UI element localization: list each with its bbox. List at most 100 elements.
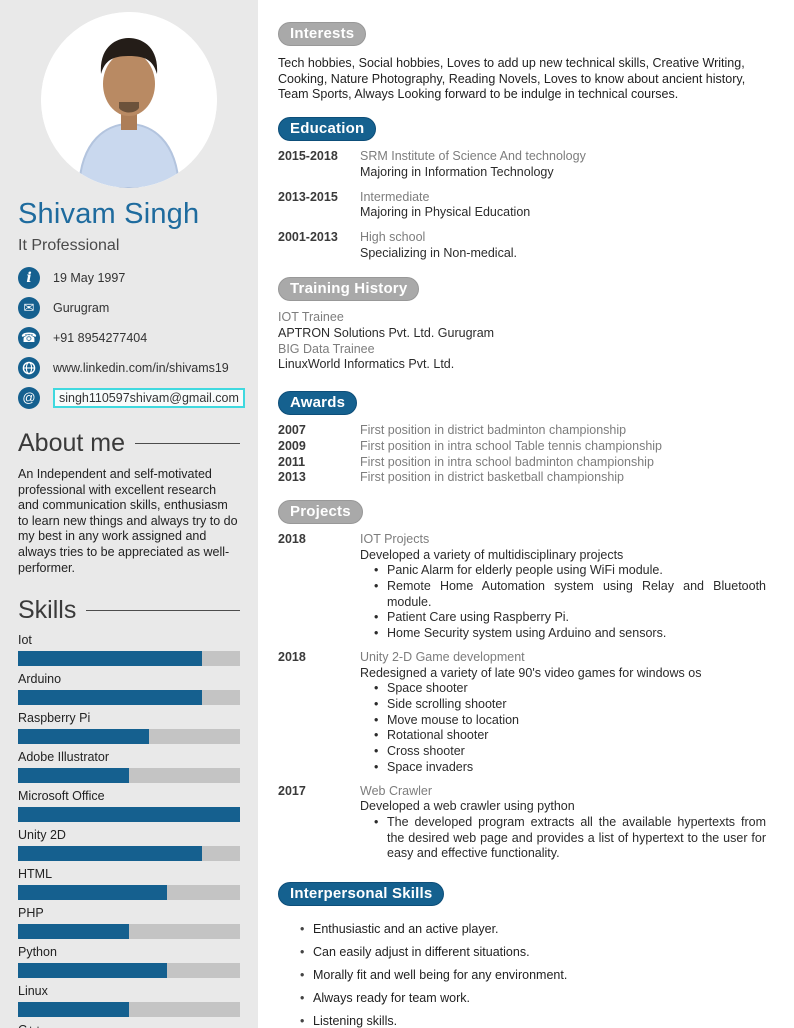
section-awards: Awards 2007 First position in district b… — [278, 391, 766, 486]
contact-birthdate: i 19 May 1997 — [18, 267, 240, 289]
education-school: SRM Institute of Science And technology — [360, 149, 586, 164]
training-role: BIG Data Trainee — [278, 341, 375, 356]
skill-php: PHP — [18, 906, 240, 940]
phone-icon: ☎ — [18, 327, 40, 349]
skill-python: Python — [18, 945, 240, 979]
skill-bar-fill — [18, 963, 167, 979]
interpersonal-item: Can easily adjust in different situation… — [300, 945, 766, 959]
education-major: Majoring in Physical Education — [360, 205, 531, 220]
skill-label: Adobe Illustrator — [18, 750, 110, 765]
interpersonal-item: Enthusiastic and an active player. — [300, 922, 766, 936]
education-detail: High school Specializing in Non-medical. — [360, 230, 766, 261]
skills-heading: Skills — [18, 596, 240, 625]
contact-list: i 19 May 1997 ✉ Gurugram ☎ +91 895427740… — [18, 267, 245, 409]
project-bullet: Remote Home Automation system using Rela… — [374, 579, 766, 610]
project-bullet: Patient Care using Raspberry Pi. — [374, 610, 766, 626]
person-title: It Professional — [18, 237, 120, 254]
project-title: Web Crawler — [360, 783, 433, 798]
project-subtitle: Developed a variety of multidisciplinary… — [360, 547, 624, 562]
award-text: First position in intra school Table ten… — [360, 438, 663, 453]
skill-bar — [18, 651, 240, 667]
awards-list: 2007 First position in district badminto… — [278, 423, 766, 486]
skill-bar — [18, 963, 240, 979]
section-interests: Interests Tech hobbies, Social hobbies, … — [278, 22, 766, 103]
skill-iot: Iot — [18, 633, 240, 667]
main-content: Interests Tech hobbies, Social hobbies, … — [258, 0, 794, 1028]
globe-icon — [18, 357, 40, 379]
section-projects: Projects 2018 IOT Projects Developed a v… — [278, 499, 766, 863]
profile-photo — [41, 12, 217, 188]
award-year: 2007 — [278, 423, 306, 438]
education-school: High school — [360, 229, 426, 244]
award-year: 2009 — [278, 438, 306, 453]
project-bullet: Rotational shooter — [374, 728, 766, 744]
project-detail: Web Crawler Developed a web crawler usin… — [360, 784, 766, 863]
mail-icon: ✉ — [18, 297, 40, 319]
education-list: 2015-2018 SRM Institute of Science And t… — [278, 149, 766, 261]
profile-photo-illustration — [41, 12, 217, 188]
section-education: Education 2015-2018 SRM Institute of Sci… — [278, 117, 766, 261]
education-entry: 2001-2013 High school Specializing in No… — [278, 230, 766, 261]
skill-adobe-illustrator: Adobe Illustrator — [18, 750, 240, 784]
about-heading: About me — [18, 429, 240, 458]
contact-phone-value: +91 8954277404 — [53, 331, 148, 345]
skill-bar-fill — [18, 807, 240, 823]
project-bullet: Home Security system using Arduino and s… — [374, 626, 766, 642]
award-entry: 2013 First position in district basketba… — [278, 470, 766, 486]
skill-bar-fill — [18, 690, 203, 706]
skill-cpp: C++ — [18, 1023, 240, 1028]
interpersonal-skills-badge: Interpersonal Skills — [278, 882, 445, 907]
project-detail: Unity 2-D Game development Redesigned a … — [360, 650, 766, 776]
project-title: IOT Projects — [360, 531, 430, 546]
award-text: First position in district basketball ch… — [360, 470, 625, 485]
interpersonal-item: Listening skills. — [300, 1014, 766, 1028]
project-entry-iot: 2018 IOT Projects Developed a variety of… — [278, 532, 766, 642]
linkedin-link[interactable]: www.linkedin.com/in/shivams19 — [53, 361, 229, 375]
at-icon: @ — [18, 387, 40, 409]
project-bullet: Move mouse to location — [374, 713, 766, 729]
skill-label: Unity 2D — [18, 828, 66, 843]
education-detail: Intermediate Majoring in Physical Educat… — [360, 190, 766, 221]
education-years: 2015-2018 — [278, 149, 338, 164]
info-icon: i — [18, 267, 40, 289]
skill-bar — [18, 1002, 240, 1018]
education-entry: 2013-2015 Intermediate Majoring in Physi… — [278, 190, 766, 221]
skill-microsoft-office: Microsoft Office — [18, 789, 240, 823]
skill-label: PHP — [18, 906, 44, 921]
interpersonal-item: Always ready for team work. — [300, 991, 766, 1005]
email-link[interactable]: singh110597shivam@gmail.com — [53, 388, 245, 408]
interests-badge: Interests — [278, 22, 367, 46]
project-title: Unity 2-D Game development — [360, 649, 525, 664]
skill-label: Raspberry Pi — [18, 711, 91, 726]
interests-text: Tech hobbies, Social hobbies, Loves to a… — [278, 56, 746, 102]
skill-bar-fill — [18, 924, 129, 940]
skill-bar — [18, 729, 240, 745]
skills-heading-rule — [86, 610, 240, 612]
skill-label: C++ — [18, 1023, 240, 1028]
contact-email: @ singh110597shivam@gmail.com — [18, 387, 245, 409]
skill-bar — [18, 885, 240, 901]
project-bullets: The developed program extracts all the a… — [360, 815, 766, 862]
skill-linux: Linux — [18, 984, 240, 1018]
section-interpersonal-skills: Interpersonal Skills Enthusiastic and an… — [278, 882, 766, 1028]
interpersonal-list: Enthusiastic and an active player. Can e… — [278, 922, 766, 1028]
project-year: 2018 — [278, 531, 306, 546]
project-subtitle: Developed a web crawler using python — [360, 799, 575, 814]
education-major: Specializing in Non-medical. — [360, 245, 518, 260]
interpersonal-item: Morally fit and well being for any envir… — [300, 968, 766, 982]
project-bullets: Space shooter Side scrolling shooter Mov… — [360, 681, 766, 775]
education-detail: SRM Institute of Science And technology … — [360, 149, 766, 180]
project-year: 2017 — [278, 783, 306, 798]
skill-label: Python — [18, 945, 57, 960]
skill-raspberry-pi: Raspberry Pi — [18, 711, 240, 745]
project-entry-unity: 2018 Unity 2-D Game development Redesign… — [278, 650, 766, 776]
project-bullet: Space invaders — [374, 760, 766, 776]
award-entry: 2011 First position in intra school badm… — [278, 455, 766, 471]
sidebar: Shivam Singh It Professional i 19 May 19… — [0, 0, 258, 1028]
education-entry: 2015-2018 SRM Institute of Science And t… — [278, 149, 766, 180]
skill-label: Arduino — [18, 672, 62, 687]
education-badge: Education — [278, 117, 377, 142]
skill-bar-fill — [18, 729, 149, 745]
about-heading-label: About me — [18, 429, 126, 457]
award-year: 2013 — [278, 470, 306, 485]
